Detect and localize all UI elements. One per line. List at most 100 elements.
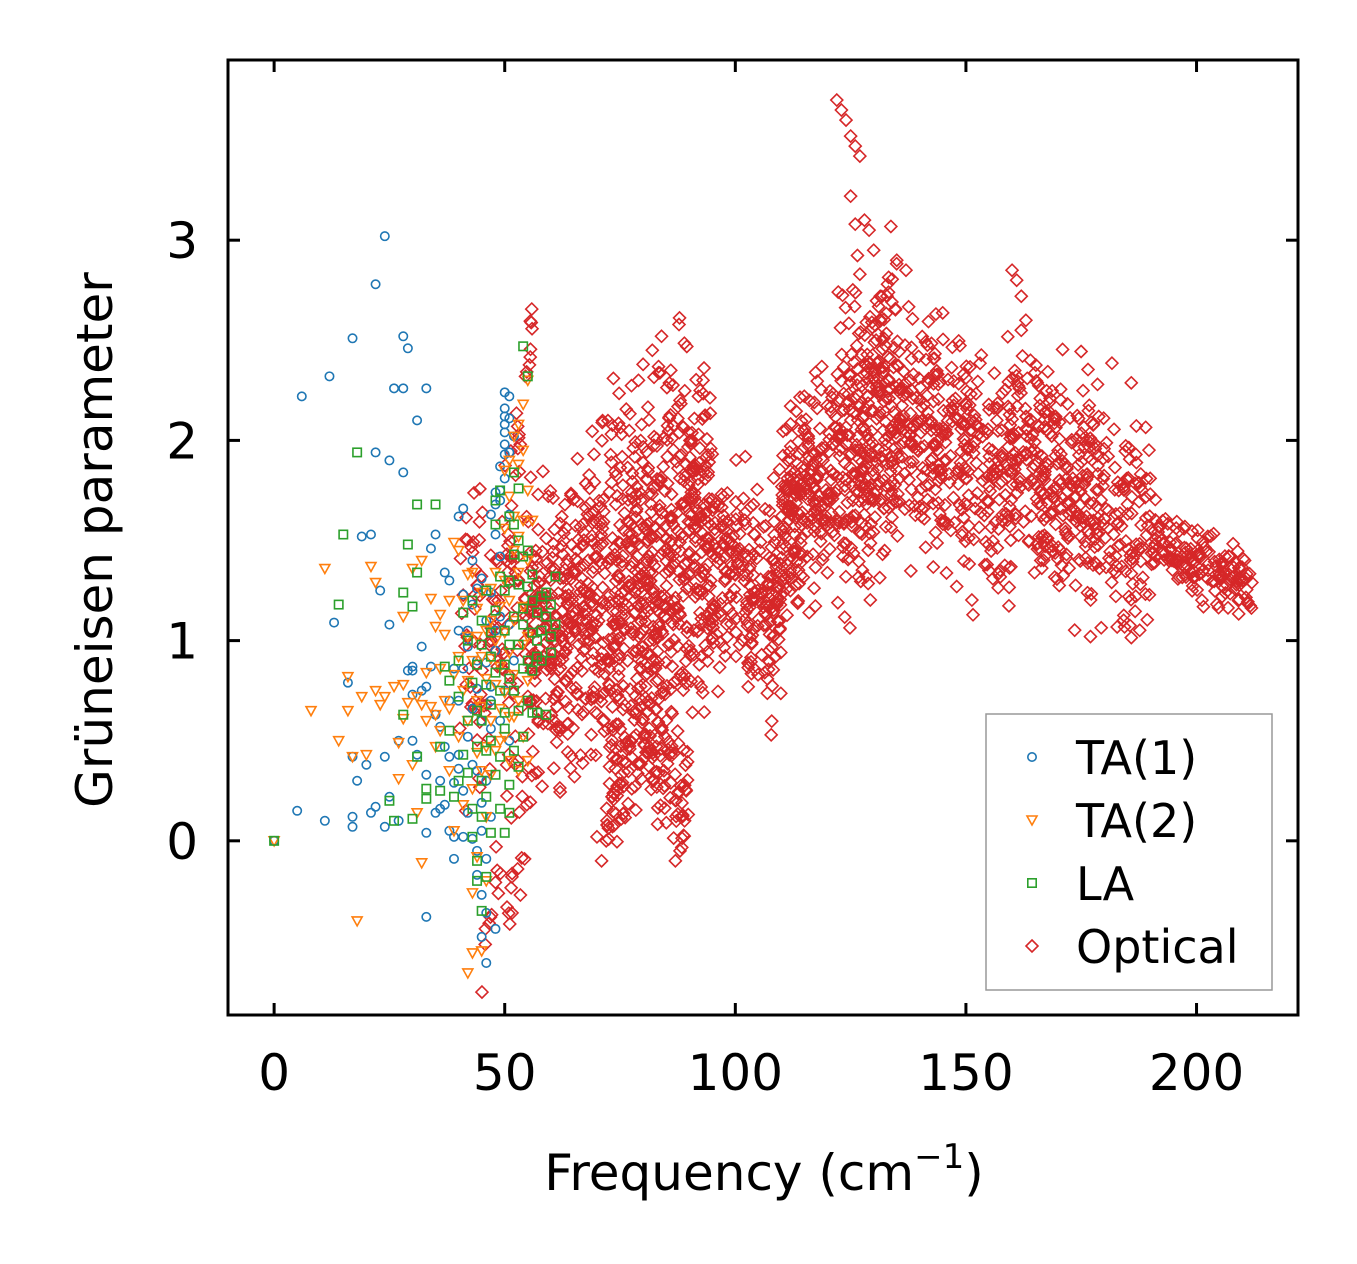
- data-point-optical: [1092, 561, 1107, 576]
- data-point-optical: [769, 560, 784, 575]
- data-point-optical: [847, 443, 863, 458]
- data-point-optical: [705, 611, 720, 626]
- data-point-optical: [1225, 536, 1241, 551]
- data-point-optical: [1110, 517, 1125, 532]
- data-point-optical: [865, 463, 881, 478]
- data-point-optical: [716, 518, 731, 533]
- data-point-ta-1: [444, 575, 455, 586]
- data-point-optical: [905, 311, 920, 326]
- data-point-optical: [849, 378, 865, 393]
- data-point-optical: [539, 531, 554, 546]
- legend-marker: [1027, 751, 1038, 762]
- data-point-optical: [672, 616, 687, 631]
- data-point-optical: [1118, 438, 1133, 454]
- data-point-optical: [1075, 510, 1090, 526]
- data-point-optical: [617, 698, 633, 713]
- data-point-ta-1: [292, 805, 303, 816]
- data-point-optical: [884, 294, 900, 310]
- data-point-optical: [520, 689, 536, 704]
- legend-label: LA: [1076, 857, 1135, 911]
- data-point-optical: [1054, 558, 1069, 573]
- data-point-optical: [1093, 492, 1109, 508]
- data-point-optical: [957, 433, 973, 448]
- data-point-optical: [738, 611, 753, 627]
- data-point-optical: [858, 459, 873, 474]
- data-point-optical: [568, 518, 583, 533]
- data-point-optical: [686, 559, 701, 575]
- data-point-optical: [968, 493, 983, 509]
- data-point-optical: [606, 613, 621, 628]
- data-point-optical: [735, 558, 751, 573]
- data-point-optical: [1083, 629, 1098, 644]
- data-point-la: [481, 871, 492, 882]
- data-point-optical: [958, 534, 973, 549]
- data-point-ta-2: [489, 679, 502, 692]
- data-point-optical: [1106, 527, 1121, 542]
- data-point-ta-2: [419, 667, 433, 680]
- data-point-la: [504, 575, 515, 586]
- data-point-optical: [943, 448, 958, 463]
- data-point-ta-2: [475, 765, 489, 778]
- data-point-ta-2: [318, 563, 332, 576]
- data-point-optical: [765, 678, 780, 693]
- data-point-ta-2: [387, 681, 401, 694]
- data-point-optical: [587, 591, 602, 606]
- data-point-optical: [729, 519, 744, 534]
- data-point-optical: [834, 440, 850, 455]
- data-point-ta-1: [490, 529, 501, 540]
- data-point-la: [398, 587, 409, 598]
- data-point-optical: [668, 809, 684, 824]
- data-point-la: [412, 751, 423, 762]
- data-point-ta-2: [341, 705, 355, 718]
- data-point-optical: [1050, 481, 1065, 496]
- data-point-optical: [775, 541, 790, 557]
- data-point-optical: [982, 456, 997, 471]
- data-point-optical: [696, 360, 712, 376]
- data-point-optical: [779, 608, 795, 623]
- data-point-optical: [644, 504, 659, 520]
- data-point-optical: [586, 684, 601, 699]
- data-point-optical: [835, 470, 850, 485]
- data-point-optical: [586, 447, 602, 462]
- data-point-la: [439, 661, 450, 672]
- data-point-optical: [838, 536, 854, 551]
- data-point-optical: [968, 386, 984, 401]
- data-point-optical: [616, 678, 631, 694]
- data-point-optical: [1187, 554, 1202, 570]
- data-point-optical: [547, 671, 562, 687]
- data-point-ta-1: [448, 853, 459, 864]
- y-tick-label: 0: [166, 813, 198, 871]
- data-point-optical: [697, 497, 712, 512]
- data-point-optical: [958, 370, 974, 386]
- data-point-optical: [582, 496, 597, 511]
- data-point-ta-2: [512, 567, 525, 580]
- data-point-ta-2: [456, 685, 470, 698]
- data-point-optical: [635, 357, 651, 372]
- data-point-optical: [673, 667, 688, 682]
- data-point-optical: [1114, 518, 1129, 534]
- data-point-ta-2: [346, 751, 359, 764]
- data-point-optical: [524, 768, 539, 783]
- data-point-optical: [490, 863, 505, 878]
- data-point-optical: [869, 293, 884, 308]
- data-point-optical: [738, 605, 753, 620]
- data-point-optical: [723, 567, 738, 582]
- data-point-optical: [884, 510, 900, 525]
- data-point-optical: [661, 424, 676, 439]
- data-point-optical: [493, 866, 508, 881]
- data-point-optical: [693, 679, 709, 695]
- data-point-optical: [608, 497, 623, 512]
- data-point-optical: [854, 347, 870, 362]
- data-point-optical: [524, 301, 539, 317]
- data-point-optical: [521, 514, 536, 529]
- data-point-optical: [878, 519, 894, 534]
- data-point-optical: [1075, 383, 1091, 398]
- data-point-optical: [633, 691, 648, 707]
- data-point-optical: [630, 549, 645, 564]
- data-point-optical: [1010, 374, 1026, 389]
- data-point-la: [476, 905, 487, 916]
- data-point-optical: [1037, 405, 1052, 421]
- data-point-optical: [855, 409, 871, 424]
- data-point-la: [550, 571, 561, 582]
- data-point-optical: [718, 648, 733, 664]
